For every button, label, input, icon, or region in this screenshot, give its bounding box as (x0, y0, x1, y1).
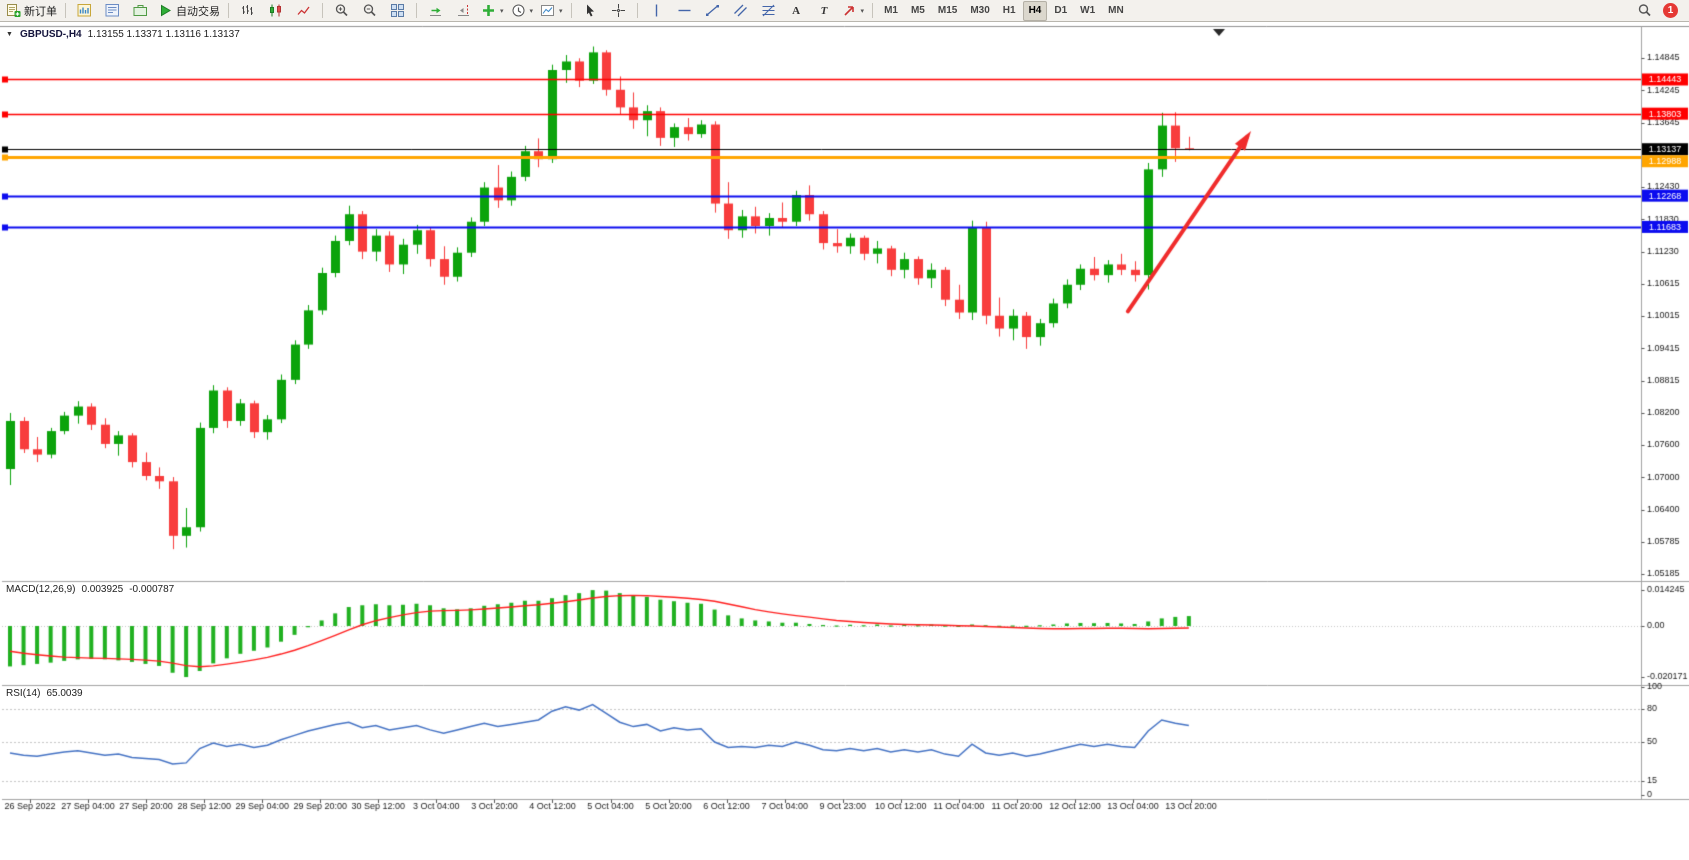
text-icon: A (792, 4, 801, 17)
timeframe-d1[interactable]: D1 (1054, 5, 1068, 16)
timeframe-m1[interactable]: M1 (884, 5, 898, 16)
separator (228, 3, 229, 18)
horizontal-line-button[interactable] (671, 0, 698, 22)
fibonacci-button[interactable] (755, 0, 782, 22)
cursor-icon (586, 4, 594, 17)
separator (872, 3, 874, 18)
timeframe-m30[interactable]: M30 (970, 5, 990, 16)
candlestick-chart-button[interactable] (262, 0, 289, 22)
timeframe-m5[interactable]: M5 (910, 5, 925, 16)
fibonacci-icon (762, 4, 775, 17)
timeframe-m15[interactable]: M15 (937, 5, 958, 16)
templates-button[interactable]: ▾ (537, 0, 566, 22)
market-watch-icon (77, 4, 91, 17)
separator (636, 3, 638, 18)
timeframe-mn[interactable]: MN (1108, 5, 1124, 16)
ohlc-values: 1.13155 1.13371 1.13116 1.13137 (87, 29, 240, 40)
separator (322, 3, 323, 18)
template-chart-icon (541, 5, 555, 16)
arrows-button[interactable]: ▾ (839, 0, 868, 22)
text-label-icon: T (820, 4, 828, 17)
tile-windows-icon (391, 4, 404, 17)
navigator-button[interactable] (99, 0, 126, 22)
new-order-label: 新订单 (24, 5, 57, 18)
dropdown-arrow-icon: ▾ (860, 7, 865, 15)
channel-icon (733, 4, 747, 17)
trendline-icon (705, 5, 719, 16)
tile-windows-button[interactable] (384, 0, 411, 22)
collapse-indicators-icon[interactable]: ▼ (6, 31, 13, 38)
algo-trading-button[interactable]: 自动交易 (155, 0, 223, 22)
separator (416, 3, 417, 18)
macd-signal-value: -0.000787 (129, 584, 175, 595)
periods-button[interactable]: ▾ (508, 0, 537, 22)
vertical-line-button[interactable] (643, 0, 670, 22)
cursor-button[interactable] (577, 0, 604, 22)
line-chart-button[interactable] (290, 0, 317, 22)
line-chart-icon (297, 6, 310, 15)
algo-trading-play-icon (161, 4, 171, 17)
candlestick-chart-icon (270, 4, 281, 17)
separator (570, 3, 572, 18)
vertical-line-icon (655, 4, 657, 17)
search-button[interactable] (1631, 0, 1658, 22)
auto-scroll-button[interactable] (422, 0, 449, 22)
macd-name: MACD(12,26,9) (6, 584, 76, 595)
macd-main-value: 0.003925 (81, 584, 124, 595)
zoom-in-icon (335, 4, 348, 17)
symbol-timeframe-label: GBPUSD-,H4 (19, 29, 82, 40)
text-label-button[interactable]: T (811, 0, 838, 22)
crosshair-button[interactable] (605, 0, 632, 22)
notification-badge[interactable]: 1 (1663, 3, 1678, 18)
arrow-object-icon (843, 6, 854, 16)
navigator-icon (105, 4, 119, 17)
rsi-value: 65.0039 (46, 688, 83, 699)
rsi-name: RSI(14) (6, 688, 41, 699)
chart-shift-button[interactable] (450, 0, 477, 22)
indicators-button[interactable]: ▾ (478, 0, 507, 22)
indicators-add-icon (483, 5, 494, 16)
zoom-out-button[interactable] (356, 0, 383, 22)
timeframe-w1[interactable]: W1 (1080, 5, 1096, 16)
auto-scroll-icon (430, 7, 441, 16)
toolbox-button[interactable] (127, 0, 154, 22)
toolbar: 新订单 自动交易 ▾ ▾ ▾ A T ▾ (0, 0, 1689, 22)
dropdown-arrow-icon: ▾ (529, 7, 534, 15)
dropdown-arrow-icon: ▾ (500, 7, 504, 15)
zoom-out-icon (363, 4, 376, 17)
toolbox-icon (133, 5, 147, 16)
clock-icon (512, 4, 525, 17)
timeframe-h1[interactable]: H1 (1002, 5, 1016, 16)
dropdown-arrow-icon: ▾ (559, 7, 563, 15)
horizontal-line-icon (678, 9, 691, 12)
crosshair-icon (611, 4, 625, 17)
bar-chart-icon (242, 5, 253, 15)
rsi-indicator-label: RSI(14) 65.0039 (6, 688, 83, 699)
separator (65, 3, 66, 18)
text-button[interactable]: A (783, 0, 810, 22)
chart-shift-icon (458, 5, 469, 16)
chart-title: ▼ GBPUSD-,H4 1.13155 1.13371 1.13116 1.1… (6, 29, 240, 40)
macd-indicator-label: MACD(12,26,9) 0.003925 -0.000787 (6, 584, 174, 595)
market-watch-button[interactable] (71, 0, 98, 22)
zoom-in-button[interactable] (328, 0, 355, 22)
new-order-icon (7, 4, 21, 17)
new-order-button[interactable]: 新订单 (3, 0, 60, 22)
trendline-button[interactable] (699, 0, 726, 22)
search-icon (1638, 4, 1651, 17)
algo-trading-label: 自动交易 (176, 5, 220, 18)
timeframe-h4[interactable]: H4 (1022, 0, 1048, 21)
bar-chart-button[interactable] (234, 0, 261, 22)
equidistant-channel-button[interactable] (727, 0, 754, 22)
